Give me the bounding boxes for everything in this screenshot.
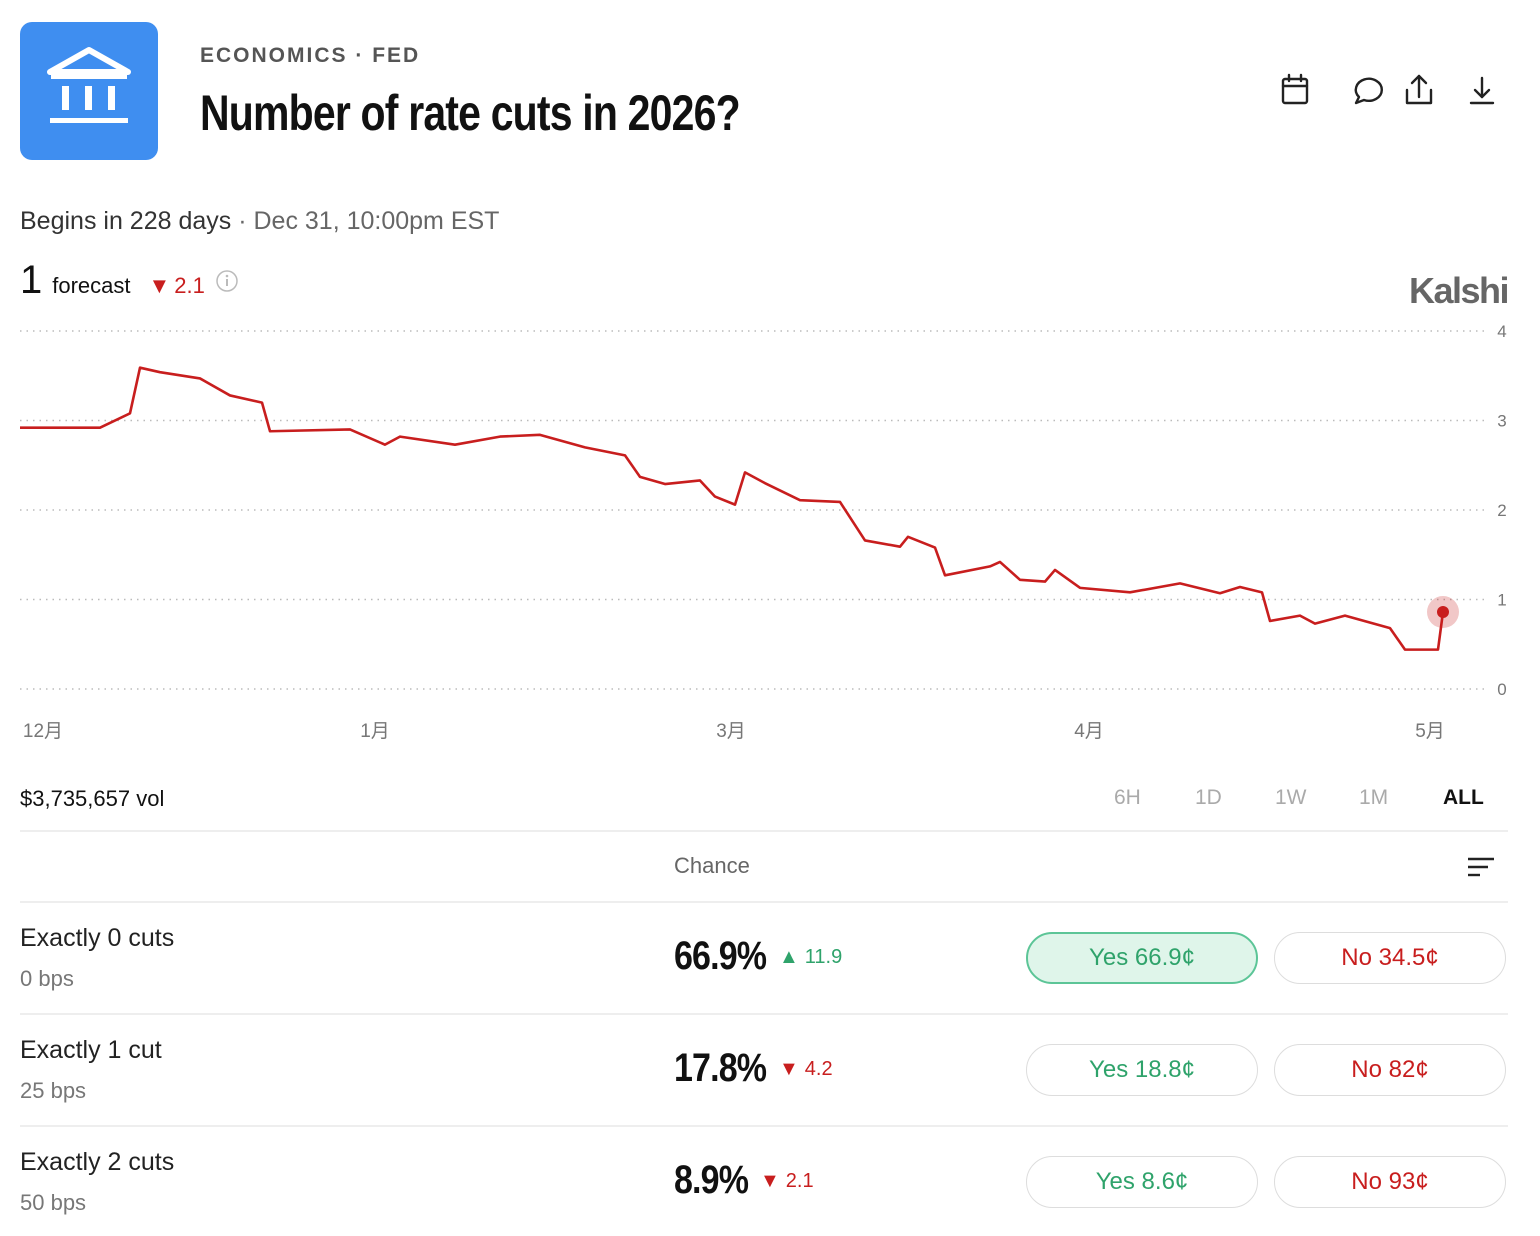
change-value: 4.2: [804, 1058, 833, 1080]
download-icon[interactable]: [1469, 76, 1495, 105]
outcome-detail: 50 bps: [20, 1190, 87, 1215]
chart: 0 1 2 3 4 12月 1月 3月 4月 5月: [20, 322, 1507, 742]
outcome-name: Exactly 1 cut: [20, 1036, 162, 1064]
brand: Kalshi: [1408, 270, 1510, 311]
buy-yes-button[interactable]: Yes 8.6¢: [1026, 1156, 1258, 1208]
change-value: 11.9: [804, 946, 843, 968]
forecast: 1 forecast ▼ 2.1: [20, 258, 239, 303]
timeframe-tab[interactable]: 1W: [1275, 786, 1307, 809]
divider: [20, 830, 1508, 832]
begins: Begins in 228 days: [20, 207, 232, 235]
category: ECONOMICS · FED: [200, 44, 421, 67]
price-line: [20, 366, 1445, 651]
sort-icon[interactable]: [1466, 856, 1496, 878]
timeframe-tab[interactable]: ALL: [1443, 786, 1484, 809]
chance-change: ▼ 4.2: [779, 1058, 833, 1081]
divider: [20, 1125, 1508, 1127]
column-header: Chance: [674, 853, 750, 878]
trend-arrow: ▼: [760, 1170, 780, 1192]
outcome-detail: 0 bps: [20, 966, 74, 991]
outcome-chance: 17.8%: [674, 1046, 767, 1090]
toolbar: [1281, 73, 1495, 105]
buy-yes-button[interactable]: Yes 66.9¢: [1026, 932, 1258, 984]
forecast-label: forecast: [52, 273, 131, 298]
divider: [20, 901, 1508, 903]
category-icon: [20, 22, 158, 160]
x-tick-label: 4月: [1074, 721, 1104, 742]
volume: $3,735,657 vol: [20, 786, 165, 811]
share-icon[interactable]: [1405, 74, 1433, 105]
outcome-chance: 8.9%: [674, 1158, 749, 1202]
y-tick-label: 0: [1497, 680, 1506, 699]
outcome-name: Exactly 0 cuts: [20, 924, 175, 952]
buy-no-button[interactable]: No 34.5¢: [1274, 932, 1506, 984]
forecast-value: 1: [20, 258, 43, 302]
chance-change: ▼ 2.1: [760, 1170, 814, 1193]
x-tick-label: 1月: [360, 721, 390, 742]
outcome-chance: 66.9%: [674, 934, 767, 978]
change-value: 2.1: [785, 1170, 814, 1192]
divider: [20, 1013, 1508, 1015]
x-tick-label: 3月: [716, 721, 746, 742]
schedule: Begins in 228 days · Dec 31, 10:00pm EST: [20, 207, 500, 235]
category-label: ECONOMICS: [200, 44, 348, 67]
y-tick-label: 4: [1497, 322, 1506, 341]
trend-arrow: ▼: [148, 273, 171, 298]
buy-no-button[interactable]: No 93¢: [1274, 1156, 1506, 1208]
outcome-name: Exactly 2 cuts: [20, 1148, 175, 1176]
chance-change: ▲ 11.9: [779, 946, 842, 969]
outcome-detail: 25 bps: [20, 1078, 87, 1103]
y-tick-label: 3: [1497, 412, 1506, 431]
last-point: [1437, 606, 1449, 619]
x-tick-label: 5月: [1415, 721, 1445, 742]
trend-arrow: ▼: [779, 1058, 799, 1080]
buy-no-button[interactable]: No 82¢: [1274, 1044, 1506, 1096]
timeframe-tab[interactable]: 1D: [1195, 786, 1222, 809]
subcategory-label: FED: [372, 44, 421, 67]
y-tick-label: 1: [1497, 591, 1506, 610]
comment-icon[interactable]: [1354, 77, 1383, 105]
y-tick-label: 2: [1497, 501, 1506, 520]
forecast-change: 2.1: [174, 273, 205, 298]
timeframe-tab[interactable]: 6H: [1114, 786, 1141, 809]
timeframe-tab[interactable]: 1M: [1359, 786, 1389, 809]
trend-arrow: ▲: [779, 946, 799, 968]
x-tick-label: 12月: [23, 721, 63, 742]
date: Dec 31, 10:00pm EST: [253, 207, 500, 235]
info-icon[interactable]: [215, 269, 239, 293]
buy-yes-button[interactable]: Yes 18.8¢: [1026, 1044, 1258, 1096]
title: Number of rate cuts in 2026?: [200, 85, 741, 141]
calendar-icon[interactable]: [1281, 73, 1309, 105]
